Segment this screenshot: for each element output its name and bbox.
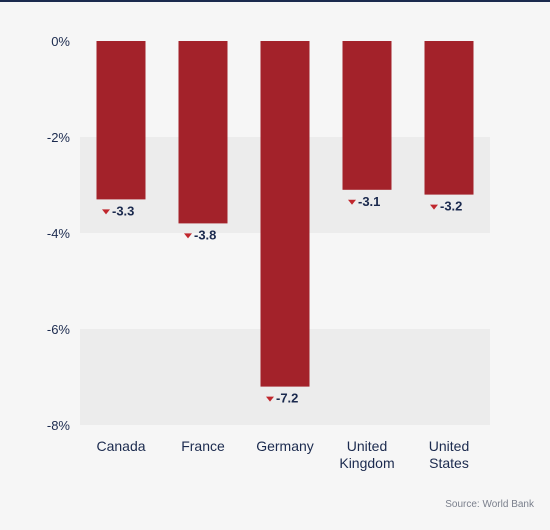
y-tick-label: -6%	[47, 322, 71, 337]
category-label: France	[181, 438, 225, 454]
category-label: Germany	[256, 438, 314, 454]
y-tick-label: -4%	[47, 226, 71, 241]
down-arrow-icon	[184, 233, 192, 239]
value-label: -3.8	[194, 227, 216, 242]
y-tick-label: -2%	[47, 130, 71, 145]
bar	[260, 41, 310, 387]
down-arrow-icon	[102, 209, 110, 215]
bar	[424, 41, 474, 195]
value-label: -7.2	[276, 391, 298, 406]
bar	[178, 41, 228, 224]
value-label: -3.1	[358, 194, 380, 209]
y-axis: 0% -2% -4% -6% -8%	[47, 34, 71, 433]
x-axis: Canada France Germany United Kingdom United St…	[96, 438, 469, 471]
bars	[96, 41, 474, 387]
down-arrow-icon	[266, 396, 274, 402]
category-label: Canada	[96, 438, 145, 454]
down-arrow-icon	[348, 199, 356, 205]
category-label: United States	[429, 438, 469, 471]
y-tick-label: 0%	[51, 34, 70, 49]
value-label: -3.3	[112, 203, 134, 218]
value-label: -3.2	[440, 199, 462, 214]
bar	[342, 41, 392, 190]
y-tick-label: -8%	[47, 418, 71, 433]
top-rule	[0, 0, 550, 2]
category-label: United Kingdom	[339, 438, 394, 471]
down-arrow-icon	[430, 204, 438, 210]
value-labels: -3.3 -3.8 -7.2 -3.1 -3.2	[102, 194, 462, 406]
bar	[96, 41, 146, 200]
source-note: Source: World Bank	[445, 499, 534, 510]
